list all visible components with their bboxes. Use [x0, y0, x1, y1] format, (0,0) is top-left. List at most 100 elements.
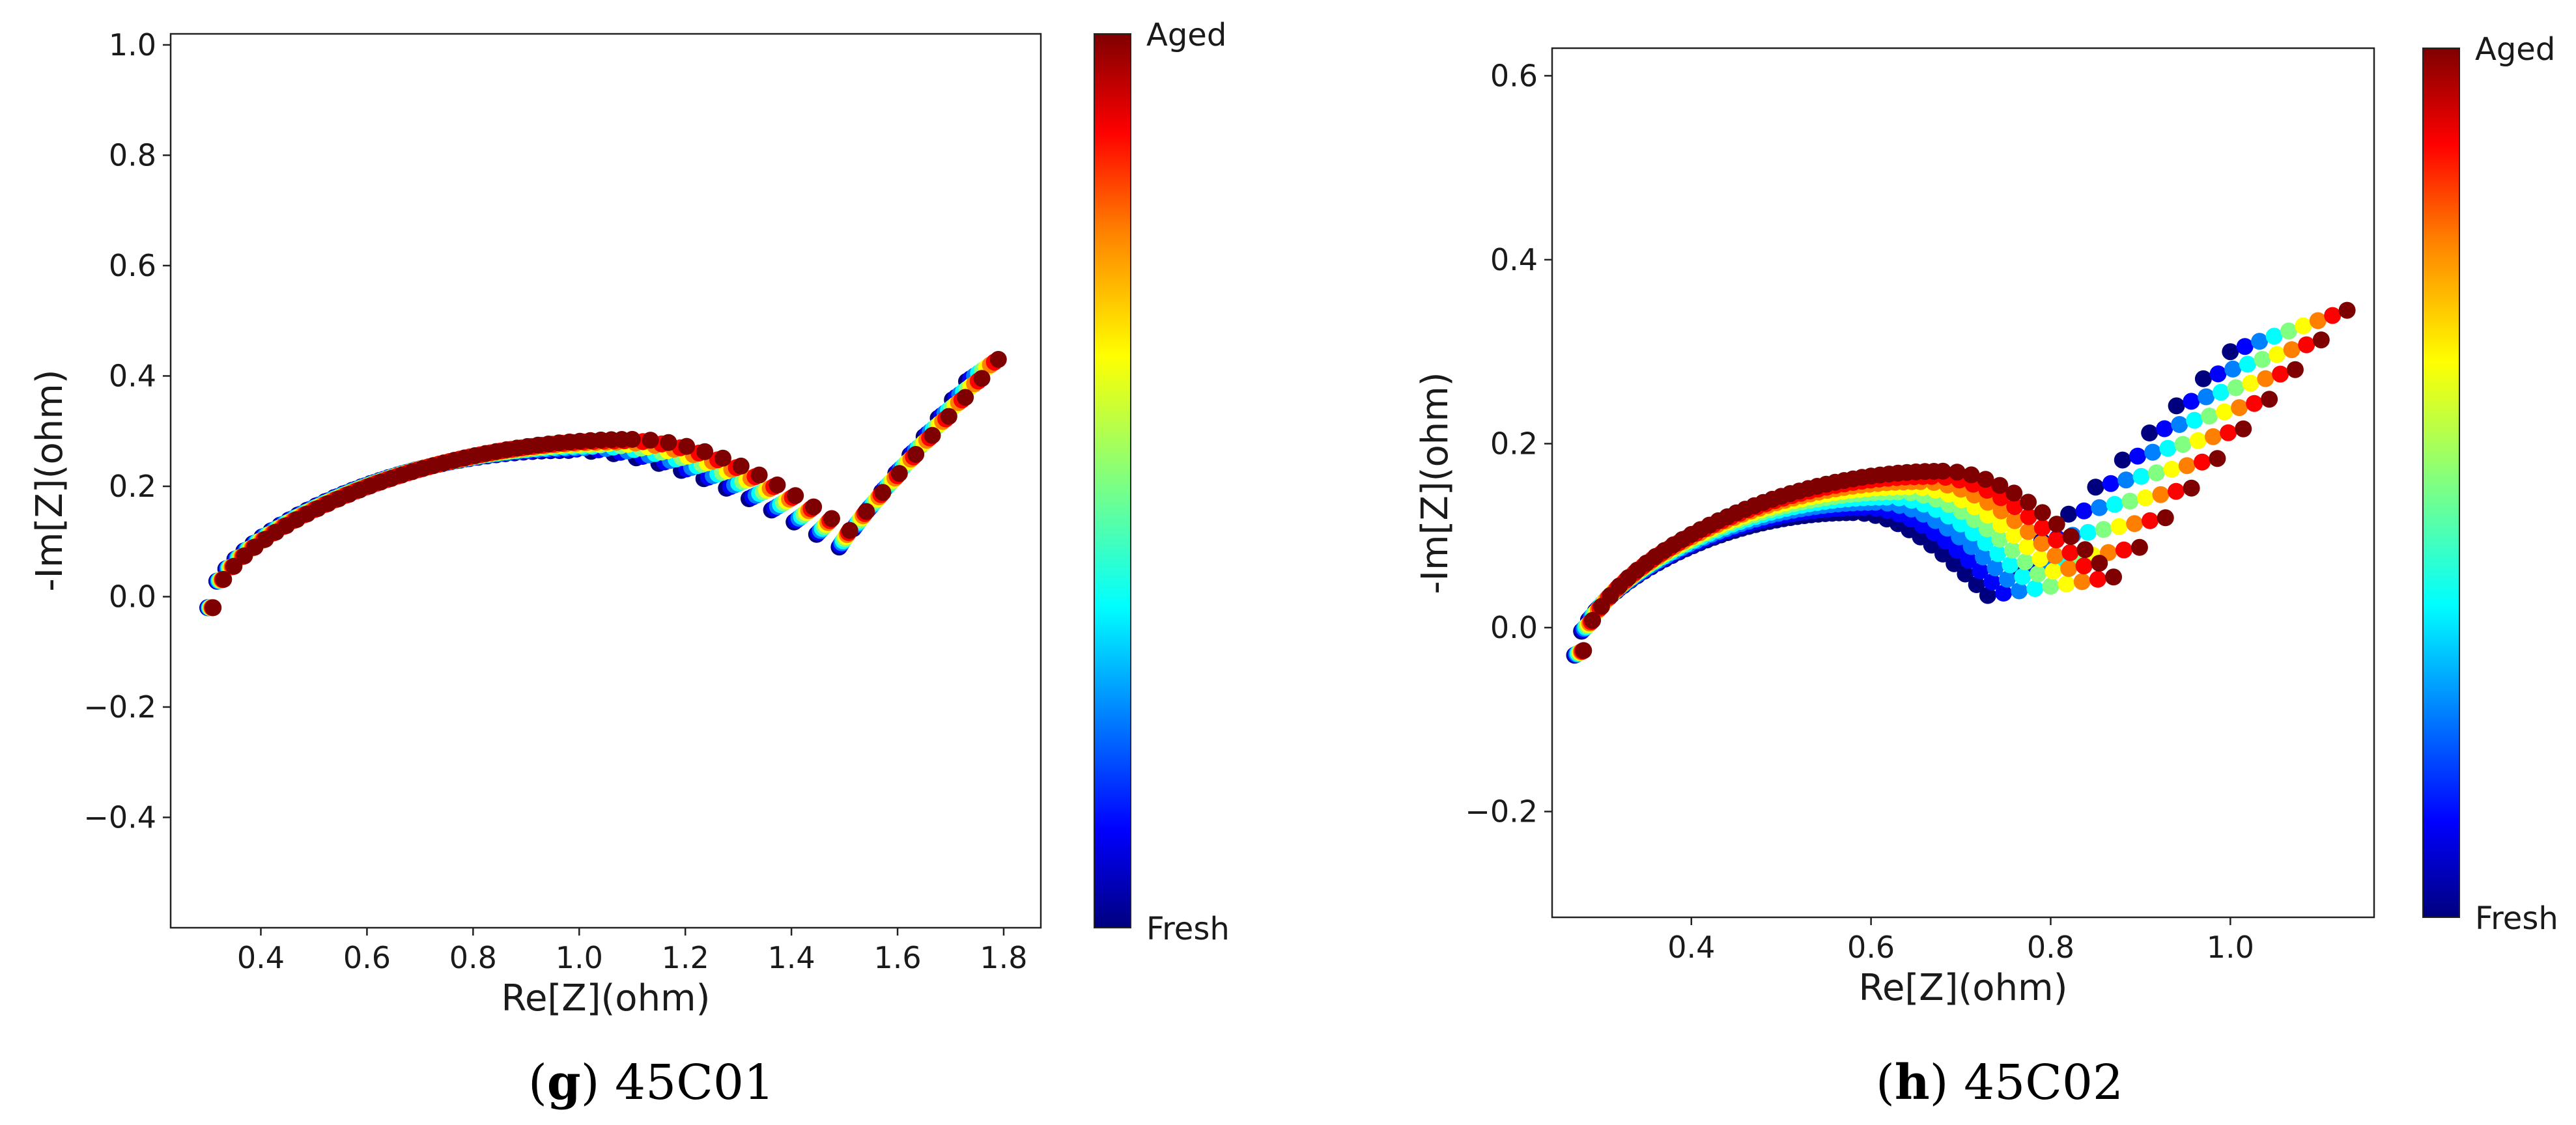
data-point [2201, 408, 2218, 425]
data-point [1991, 531, 2009, 548]
panel-g-caption-text: 45C01 [600, 1055, 774, 1111]
panel-g-y-axis-label: -Im[Z](ohm) [29, 369, 71, 591]
data-point [2183, 393, 2200, 410]
data-point [2011, 582, 2028, 600]
panel-g-colorbar-bottom-label: Fresh [1146, 911, 1230, 947]
data-point [823, 510, 840, 527]
data-point [890, 465, 908, 482]
y-tick-label: 0.4 [109, 358, 156, 393]
data-point [2298, 336, 2315, 354]
panel-h-y-axis-label: -Im[Z](ohm) [1414, 372, 1456, 594]
data-point [2183, 479, 2200, 497]
data-point [1972, 562, 1989, 579]
data-point [2144, 443, 2162, 461]
data-point [623, 430, 641, 448]
y-tick-label: 0.6 [1490, 58, 1538, 93]
data-point [225, 557, 243, 575]
x-tick-label: 0.8 [2027, 930, 2074, 965]
data-point [2033, 519, 2051, 536]
data-point [2174, 436, 2192, 453]
data-point [2042, 577, 2059, 595]
data-point [2194, 370, 2212, 387]
data-point [2060, 560, 2078, 577]
data-point [205, 599, 222, 617]
data-point [2251, 333, 2269, 350]
panel-h-x-axis-label: Re[Z](ohm) [1859, 967, 2068, 1009]
data-point [2209, 450, 2226, 467]
data-point [1979, 493, 1996, 511]
data-point [2095, 521, 2112, 538]
data-point [2220, 424, 2237, 441]
data-point [1952, 515, 1970, 533]
data-point [2312, 331, 2330, 349]
data-series [1572, 312, 2327, 661]
data-point [2171, 416, 2188, 433]
data-point [989, 351, 1007, 368]
data-point [2246, 395, 2263, 412]
data-point [2224, 360, 2242, 378]
data-point [2046, 547, 2064, 564]
panel-h-colorbar-bottom-label: Fresh [2475, 900, 2558, 937]
x-tick-label: 0.6 [343, 940, 391, 975]
data-point [1962, 466, 1980, 484]
data-point [1992, 502, 2010, 520]
data-point [2130, 538, 2148, 556]
data-point [973, 370, 991, 387]
data-point [1979, 507, 1996, 524]
data-point [2286, 361, 2304, 378]
data-series [1575, 301, 2356, 660]
data-point [2005, 527, 2023, 544]
data-point [732, 457, 750, 475]
data-point [750, 466, 768, 484]
data-point [1978, 520, 1996, 538]
panel-g-colorbar [1094, 33, 1131, 928]
data-point [2272, 365, 2289, 383]
data-point [2198, 388, 2215, 406]
data-point [2159, 439, 2177, 457]
data-point [714, 449, 731, 467]
data-series [200, 370, 980, 617]
data-point [2141, 424, 2158, 441]
y-tick-label: 0.0 [109, 579, 156, 614]
panel-h-y-ticks: −0.2 0.0 0.2 0.4 0.6 [1465, 58, 1552, 829]
data-point [2257, 370, 2274, 387]
data-point [2075, 557, 2093, 575]
data-point [1995, 585, 2013, 602]
panel-g-caption: (g) 45C01 [528, 1055, 774, 1111]
data-point [2075, 502, 2093, 520]
data-point [1575, 642, 1592, 660]
y-tick-label: 0.4 [1490, 242, 1538, 277]
data-point [907, 446, 925, 463]
panel-h-plot-frame [1551, 47, 2375, 919]
data-point [2031, 550, 2049, 568]
panel-g-points [199, 351, 1007, 617]
data-point [2073, 573, 2091, 590]
data-point [2020, 523, 2037, 540]
data-point [2060, 505, 2078, 523]
data-point [2152, 486, 2170, 503]
x-tick-label: 1.0 [2207, 930, 2254, 965]
panel-g-caption-close: ) [581, 1055, 600, 1111]
panel-g-caption-letter: g [547, 1055, 581, 1111]
x-tick-label: 1.4 [768, 940, 815, 975]
data-point [2280, 322, 2297, 340]
data-point [1979, 587, 1996, 604]
data-point [2121, 492, 2139, 510]
data-point [2079, 523, 2097, 541]
data-point [805, 498, 823, 516]
data-point [1998, 570, 2016, 588]
data-point [2020, 493, 2037, 511]
data-point [2006, 498, 2024, 516]
data-series [202, 362, 991, 617]
data-point [874, 484, 892, 501]
data-series [201, 365, 987, 617]
data-point [642, 432, 659, 449]
panel-h-caption-open: ( [1876, 1055, 1895, 1111]
data-point [957, 389, 974, 406]
data-point [2189, 432, 2207, 449]
data-point [2265, 327, 2283, 345]
data-point [696, 443, 714, 460]
data-point [2018, 538, 2036, 555]
data-point [1951, 528, 1968, 546]
